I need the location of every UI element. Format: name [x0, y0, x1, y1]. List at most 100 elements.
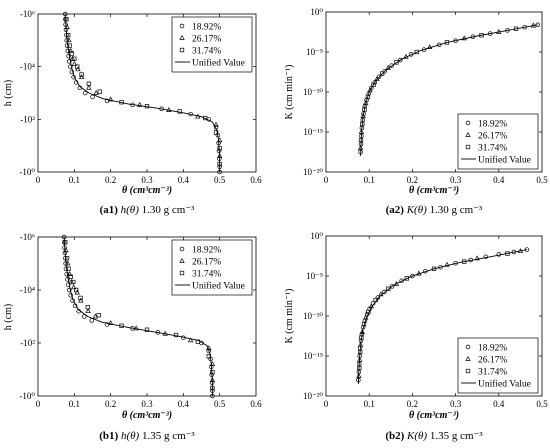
point-a1-s2-1 — [66, 32, 71, 38]
panel-b2: 0 0.1 0.2 0.3 0.4 0.5 10⁻²⁰10⁻¹⁵10⁻¹⁰10⁻⁵10⁰ … — [284, 231, 548, 442]
point-a1-s0-24 — [216, 140, 221, 146]
point-b2-s1-8 — [416, 270, 422, 276]
caption-b2: (b2) K(θ) 1.35 g cm⁻³ — [385, 430, 483, 442]
legend-marker-a1-0 — [179, 23, 185, 29]
point-b2-s0-14 — [389, 284, 395, 289]
point-b1-s2-14 — [210, 370, 215, 375]
point-a1-s2-11 — [177, 109, 182, 114]
legend-label-b1-2: 31.74% — [192, 269, 221, 279]
point-b1-s2-13 — [206, 354, 211, 359]
point-b1-s0-6 — [63, 266, 69, 272]
y-tick-label-a2-0: 10⁻²⁰ — [303, 167, 323, 177]
point-b1-s1-5 — [74, 289, 80, 295]
point-a1-s0-18 — [130, 102, 135, 108]
point-a1-s0-6 — [64, 43, 70, 48]
y-tick-label-a2-2: 10⁻¹⁰ — [303, 87, 323, 97]
point-a2-s0-19 — [470, 34, 476, 40]
point-a1-s0-19 — [159, 106, 164, 112]
point-a1-s1-6 — [78, 74, 85, 80]
legend-marker-b1-1 — [179, 257, 185, 263]
point-a1-s2-13 — [213, 130, 219, 135]
point-b1-s0-15 — [81, 314, 87, 319]
point-b1-s0-3 — [62, 250, 68, 256]
point-b1-s1-2 — [66, 271, 73, 276]
x-tick-label-b2-0: 0 — [324, 399, 329, 409]
point-b1-s1-13 — [206, 345, 212, 351]
point-b1-s2-12 — [195, 339, 201, 344]
y-tick-label-a2-4: 10⁰ — [310, 7, 323, 17]
point-b2-s0-21 — [483, 254, 489, 260]
x-tick-label-b2-2: 0.2 — [407, 399, 418, 409]
point-b2-s0-13 — [382, 289, 387, 295]
x-tick-labels-b1: 0 0.1 0.2 0.3 0.4 0.5 0.6 — [36, 399, 262, 409]
point-b2-s0-15 — [399, 278, 404, 284]
point-a2-s0-13 — [389, 63, 394, 68]
point-b1-s1-12 — [187, 337, 194, 343]
point-a2-s1-3 — [363, 100, 369, 106]
point-a1-s2-6 — [79, 72, 84, 77]
point-b2-s0-7 — [360, 324, 366, 330]
point-a1-s0-22 — [213, 124, 219, 130]
legend-label-a2-1: 26.17% — [478, 131, 507, 141]
point-b1-s2-1 — [64, 256, 70, 261]
caption-b1: (b1) h(θ) 1.35 g cm⁻³ — [99, 430, 195, 442]
point-b2-s1-5 — [368, 303, 375, 309]
point-a1-s1-11 — [166, 107, 172, 112]
legend-marker-b2-1 — [465, 355, 471, 361]
legend-a1: 18.92% 26.17% 31.74%Unified Value — [171, 16, 253, 73]
x-tick-label-b2-5: 0.5 — [536, 399, 548, 409]
legend-b1: 18.92% 26.17% 31.74%Unified Value — [171, 239, 253, 296]
point-a1-s0-14 — [77, 85, 83, 90]
y-tick-label-b1-0: -10⁰ — [19, 391, 35, 401]
x-tick-label-a2-2: 0.2 — [407, 175, 418, 185]
point-a2-s0-18 — [453, 38, 458, 44]
point-b2-s0-23 — [511, 249, 517, 255]
x-tick-label-a1-2: 0.2 — [105, 175, 116, 185]
y-tick-labels-b2: 10⁻²⁰ 10⁻¹⁵ 10⁻¹⁰ 10⁻⁵ 10⁰ — [303, 231, 323, 401]
point-b2-s2-6 — [386, 286, 391, 291]
x-tick-label-a1-4: 0.4 — [178, 175, 190, 185]
point-a1-s1-2 — [68, 47, 74, 53]
point-a2-s1-2 — [360, 112, 366, 118]
point-a2-s1-0 — [357, 144, 364, 150]
point-a1-s0-8 — [66, 53, 71, 59]
y-tick-label-a2-1: 10⁻¹⁵ — [303, 127, 323, 137]
point-b2-s0-18 — [438, 264, 443, 270]
x-tick-label-a2-4: 0.4 — [493, 175, 505, 185]
x-tick-labels-a1: 0 0.1 0.2 0.3 0.4 0.5 0.6 — [36, 175, 262, 185]
point-b1-s0-20 — [181, 335, 186, 340]
point-b1-s0-26 — [209, 380, 215, 386]
legend-marker-a2-0 — [465, 120, 471, 126]
point-b1-s0-12 — [70, 298, 75, 303]
legend-box-b2 — [457, 337, 539, 394]
point-a1-s2-7 — [86, 81, 92, 86]
legend-label-a2-2: 31.74% — [478, 143, 507, 153]
point-b1-s0-2 — [62, 245, 67, 250]
legend-marker-a2-2 — [465, 144, 471, 150]
point-a2-s1-10 — [496, 28, 502, 34]
x-tick-label-a1-1: 0.1 — [69, 175, 80, 185]
point-b1-s2-5 — [73, 287, 79, 293]
point-a2-s2-8 — [444, 40, 450, 45]
point-b1-s2-2 — [66, 266, 71, 271]
point-a1-s0-20 — [188, 111, 193, 117]
point-a2-s1-9 — [461, 35, 467, 41]
point-a2-s0-21 — [505, 28, 510, 33]
legend-label-a1-2: 31.74% — [192, 46, 221, 56]
caption-text-b2: 1.35 g cm⁻³ — [427, 430, 483, 442]
point-a2-s1-6 — [385, 64, 391, 70]
point-a2-s1-8 — [426, 44, 433, 50]
caption-text-a1: 1.30 g cm⁻³ — [139, 204, 195, 216]
point-a1-s0-5 — [64, 38, 69, 43]
x-tick-label-b1-2: 0.2 — [105, 399, 116, 409]
point-b2-s0-9 — [364, 312, 370, 317]
point-b1-s0-27 — [210, 388, 215, 393]
data-area-a1 — [62, 11, 223, 175]
legend-box-b1 — [171, 239, 253, 296]
point-b1-s2-6 — [78, 295, 83, 301]
y-tick-labels-a2: 10⁻²⁰ 10⁻¹⁵ 10⁻¹⁰ 10⁻⁵ 10⁰ — [303, 7, 323, 177]
point-a2-s2-5 — [380, 71, 385, 76]
point-a1-s2-15 — [217, 161, 222, 167]
point-a1-s1-10 — [137, 101, 143, 107]
